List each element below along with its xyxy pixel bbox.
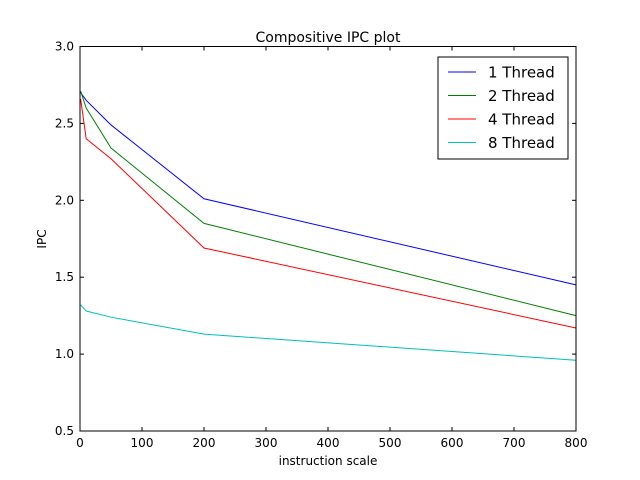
x-axis-ticks: 0 100 200 300 400 500 600 700 800 bbox=[76, 46, 588, 450]
x-tick-label: 600 bbox=[441, 436, 464, 450]
x-tick-label: 400 bbox=[317, 436, 340, 450]
y-tick-label: 2.0 bbox=[55, 193, 74, 207]
y-axis-label: IPC bbox=[35, 229, 49, 248]
y-tick-label: 3.0 bbox=[55, 40, 74, 54]
x-tick-label: 500 bbox=[379, 436, 402, 450]
legend-label-1: 1 Thread bbox=[488, 64, 555, 82]
plot-area-frame bbox=[79, 46, 577, 432]
x-tick-label: 700 bbox=[503, 436, 526, 450]
legend-label-3: 4 Thread bbox=[488, 111, 555, 129]
y-tick-label: 2.5 bbox=[55, 116, 74, 130]
legend-label-2: 2 Thread bbox=[488, 87, 555, 105]
series-lines bbox=[80, 90, 577, 361]
series-line-3 bbox=[80, 98, 577, 329]
x-axis-label: instruction scale bbox=[279, 454, 378, 468]
series-line-2 bbox=[80, 90, 577, 317]
series-line-4 bbox=[80, 304, 577, 361]
y-tick-label: 0.5 bbox=[55, 424, 74, 438]
x-tick-label: 0 bbox=[76, 436, 84, 450]
series-line-1 bbox=[80, 92, 577, 286]
x-tick-label: 800 bbox=[565, 436, 588, 450]
x-tick-label: 300 bbox=[255, 436, 278, 450]
legend-label-4: 8 Thread bbox=[488, 134, 555, 152]
legend: 1 Thread 2 Thread 4 Thread 8 Thread bbox=[437, 56, 569, 160]
x-tick-label: 200 bbox=[193, 436, 216, 450]
y-axis-ticks: 0.5 1.0 1.5 2.0 2.5 3.0 bbox=[55, 40, 576, 438]
x-tick-label: 100 bbox=[131, 436, 154, 450]
chart-title: Compositive IPC plot bbox=[256, 30, 401, 46]
y-tick-label: 1.5 bbox=[55, 270, 74, 284]
y-tick-label: 1.0 bbox=[55, 347, 74, 361]
